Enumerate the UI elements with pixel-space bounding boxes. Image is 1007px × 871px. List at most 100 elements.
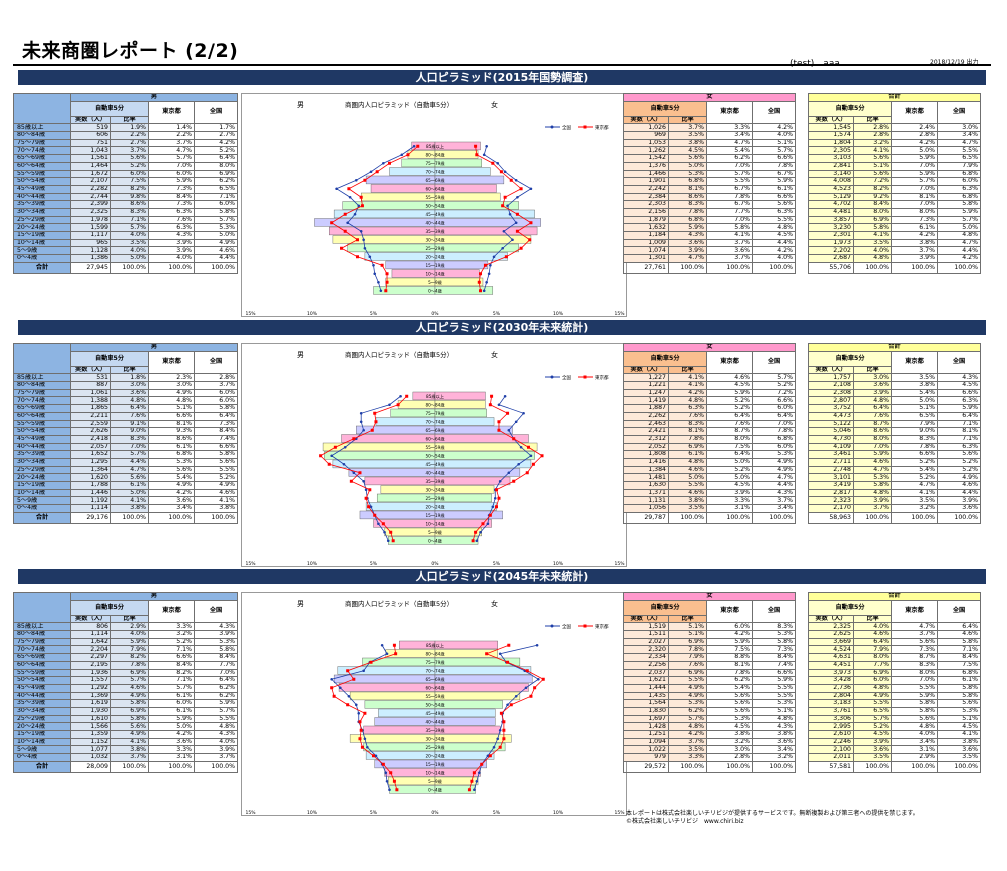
table-cell: 2,841 bbox=[808, 161, 854, 171]
sum-cell: 100.0% bbox=[668, 760, 707, 773]
legend-national: 全国 bbox=[562, 374, 571, 381]
table-cell: 6.6% bbox=[752, 154, 796, 163]
table-cell: 4.1% bbox=[937, 730, 981, 739]
age-label: 50～54歳 bbox=[13, 427, 71, 436]
table-cell: 8.6% bbox=[110, 200, 149, 209]
female-national-header: 全国 bbox=[752, 350, 796, 375]
table-cell: 2.8% bbox=[194, 373, 238, 383]
table-cell: 8.8% bbox=[706, 653, 753, 662]
axis-tick-label: 10% bbox=[307, 561, 318, 567]
age-bar-label: 65～69歳 bbox=[425, 177, 445, 183]
table-cell: 7.8% bbox=[752, 427, 796, 436]
table-cell: 6.2% bbox=[706, 676, 753, 685]
tokyo-female-line-point bbox=[475, 153, 479, 157]
chart-female-label: 女 bbox=[491, 599, 498, 608]
table-row: 2,711 4.6% 5.2% 5.2% bbox=[808, 457, 981, 467]
table-cell: 1,032 bbox=[70, 753, 111, 762]
table-cell: 1.9% bbox=[110, 123, 149, 133]
age-label: 20～24歳 bbox=[13, 473, 71, 482]
table-row: 2,384 8.6% 7.8% 6.6% bbox=[623, 192, 796, 202]
national-female-line-point bbox=[501, 246, 504, 250]
table-cell: 4.9% bbox=[668, 691, 707, 701]
male-tokyo-header: 東京都 bbox=[148, 350, 195, 375]
table-cell: 5.2% bbox=[937, 465, 981, 475]
national-male-line-point bbox=[399, 394, 402, 398]
table-row: 1,301 4.7% 3.7% 4.0% bbox=[623, 254, 796, 263]
table-cell: 1,481 bbox=[623, 473, 669, 482]
tokyo-female-line-point bbox=[472, 771, 476, 775]
table-cell: 7.0% bbox=[891, 161, 938, 171]
table-cell: 5.8% bbox=[853, 481, 892, 490]
table-cell: 5.6% bbox=[668, 154, 707, 163]
table-row: 3,103 5.6% 5.9% 6.5% bbox=[808, 154, 981, 163]
sum-row: 29,787 100.0% 100.0% 100.0% bbox=[623, 511, 796, 524]
female-bar bbox=[434, 683, 529, 692]
national-male-line-point bbox=[384, 771, 388, 775]
table-cell: 8.3% bbox=[668, 419, 707, 429]
table-row: 2,052 6.9% 7.5% 6.0% bbox=[623, 442, 796, 452]
table-row: 4,730 8.0% 8.3% 7.1% bbox=[808, 434, 981, 444]
female-table: 女自動車5分 東京都 全国 実数（人） 比率 1,519 5.1% 6.0% 8.3% 1,511… bbox=[623, 592, 796, 773]
table-cell: 5.4% bbox=[891, 388, 938, 398]
table-cell: 6.8% bbox=[668, 177, 707, 186]
age-bar-label: 50～54歳 bbox=[425, 702, 445, 708]
table-cell: 5.7% bbox=[148, 683, 195, 693]
table-cell: 5.3% bbox=[853, 473, 892, 482]
tokyo-male-line-point bbox=[352, 437, 356, 441]
table-cell: 4,702 bbox=[808, 200, 854, 209]
table-cell: 6.8% bbox=[668, 215, 707, 225]
national-female-line-point bbox=[514, 694, 518, 698]
table-cell: 6.0% bbox=[110, 169, 149, 179]
table-cell: 6.6% bbox=[891, 450, 938, 459]
tokyo-female-line-point bbox=[491, 161, 495, 165]
table-cell: 5.1% bbox=[752, 706, 796, 716]
table-cell: 751 bbox=[70, 138, 111, 148]
table-cell: 6.8% bbox=[148, 450, 195, 459]
table-cell: 5.9% bbox=[148, 714, 195, 724]
age-bar-label: 85歳以上 bbox=[426, 642, 444, 648]
national-male-line-point bbox=[374, 754, 378, 758]
table-cell: 4.7% bbox=[937, 238, 981, 248]
national-male-line-point bbox=[359, 411, 363, 415]
tokyo-female-line-point bbox=[495, 488, 498, 492]
national-male-line-point bbox=[369, 170, 373, 174]
table-row: 35～39歳 1,652 5.7% 6.8% 5.8% bbox=[13, 450, 238, 459]
corner-cell bbox=[13, 93, 71, 102]
table-cell: 4.3% bbox=[668, 231, 707, 240]
female-bar bbox=[434, 243, 519, 253]
age-label: 70～74歳 bbox=[13, 396, 71, 406]
tokyo-female-line-point bbox=[485, 652, 489, 656]
sum-cell: 100.0% bbox=[937, 511, 981, 524]
table-row: 35～39歳 1,619 5.8% 6.0% 5.9% bbox=[13, 699, 238, 708]
table-cell: 1,094 bbox=[623, 737, 669, 747]
table-cell: 6.1% bbox=[752, 184, 796, 194]
table-cell: 6.4% bbox=[110, 404, 149, 413]
table-cell: 6.3% bbox=[937, 184, 981, 194]
table-cell: 6.5% bbox=[937, 154, 981, 163]
pyramid-chart: 男 商圏内人口ピラミッド（自動車5分） 女全国 東京都 85歳以上 80～84歳 75～79… bbox=[241, 93, 627, 317]
tokyo-female-line-point bbox=[488, 513, 492, 517]
national-male-line-point bbox=[338, 686, 342, 690]
tokyo-female-line-point bbox=[480, 762, 484, 766]
male-bar bbox=[322, 442, 436, 452]
tokyo-female-line-point bbox=[488, 403, 492, 407]
sum-row: 57,581 100.0% 100.0% 100.0% bbox=[808, 760, 981, 773]
table-cell: 6.4% bbox=[853, 637, 892, 647]
table-row: 2,303 8.3% 6.7% 5.6% bbox=[623, 200, 796, 209]
table-cell: 1,114 bbox=[70, 630, 111, 639]
tokyo-female-line-point bbox=[470, 779, 474, 783]
table-cell: 6.0% bbox=[194, 396, 238, 406]
table-cell: 4.1% bbox=[853, 231, 892, 240]
tokyo-female-line-point bbox=[525, 471, 529, 475]
table-cell: 6.8% bbox=[937, 668, 981, 678]
sum-cell: 58,963 bbox=[808, 511, 854, 524]
table-cell: 806 bbox=[70, 622, 111, 632]
table-cell: 2,202 bbox=[808, 246, 854, 256]
chart-male-label: 男 bbox=[297, 101, 304, 109]
table-cell: 979 bbox=[623, 753, 669, 762]
male-count-header: 実数（人） bbox=[70, 365, 111, 375]
table-row: 2,421 8.1% 8.7% 7.8% bbox=[623, 427, 796, 436]
table-cell: 4.6% bbox=[937, 630, 981, 639]
total-table: 合計 自動車5分 東京都 全国 実数（人） 比率 1,757 3.0% 3.5% 4.3% 2,10… bbox=[808, 343, 981, 524]
table-cell: 8.4% bbox=[937, 653, 981, 662]
